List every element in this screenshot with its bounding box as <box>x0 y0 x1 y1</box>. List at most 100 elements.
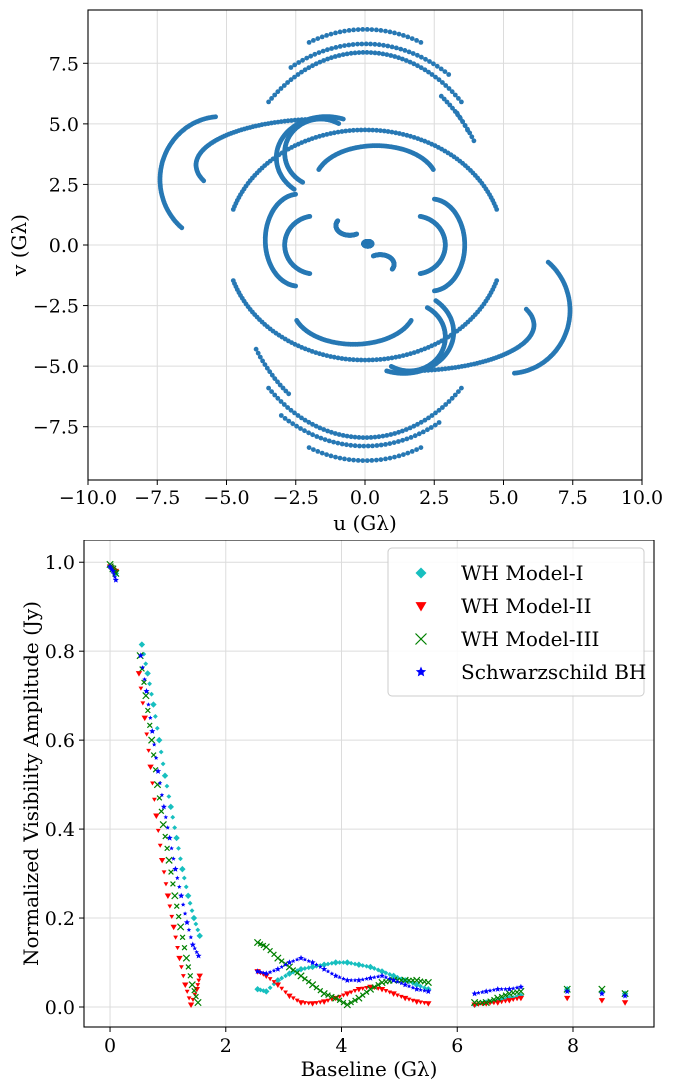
uv-point <box>337 29 343 35</box>
uv-point <box>358 357 364 363</box>
data-point <box>182 954 191 962</box>
uv-point <box>272 92 278 98</box>
uv-point <box>275 89 281 95</box>
data-point <box>503 999 508 1004</box>
uv-point <box>409 449 415 454</box>
x-tick-label: 7.5 <box>558 487 588 509</box>
uv-point <box>366 357 372 363</box>
data-point <box>185 964 192 970</box>
data-point <box>175 913 182 920</box>
uv-point <box>370 127 376 133</box>
data-point <box>564 988 571 994</box>
x-tick-label: 2 <box>220 1035 232 1057</box>
data-point <box>371 984 378 990</box>
data-point <box>413 986 420 992</box>
data-point <box>187 973 194 979</box>
data-point <box>257 941 264 947</box>
uv-point <box>362 357 368 363</box>
data-point <box>182 911 188 916</box>
data-point <box>302 966 308 971</box>
uv-point <box>352 50 358 56</box>
uv-point <box>230 207 236 212</box>
data-point <box>158 808 165 815</box>
data-point <box>621 1000 629 1006</box>
data-point <box>401 995 409 1002</box>
x-tick-label: −2.5 <box>273 487 319 509</box>
data-point <box>344 991 351 997</box>
uv-point <box>304 55 310 61</box>
uv-point <box>317 133 322 139</box>
data-point <box>263 970 270 977</box>
data-point <box>138 641 146 648</box>
uv-point <box>380 433 386 439</box>
uv-point <box>336 432 342 437</box>
uv-point <box>282 416 288 421</box>
x-tick-label: −5.0 <box>203 487 249 509</box>
x-axis-label: Baseline (Gλ) <box>301 1057 438 1081</box>
uv-point <box>331 439 336 445</box>
uv-point <box>291 186 297 192</box>
uv-point <box>431 61 436 67</box>
data-point <box>360 963 366 968</box>
data-point <box>297 965 305 973</box>
uv-point <box>393 354 399 360</box>
data-point <box>514 997 520 1002</box>
data-point <box>137 652 144 659</box>
legend-label: WH Model-I <box>461 561 584 585</box>
uv-point <box>360 27 366 32</box>
uv-point <box>392 54 398 59</box>
uv-point <box>374 357 379 363</box>
uv-point <box>376 42 382 48</box>
data-point <box>332 972 339 979</box>
uv-point <box>426 69 431 75</box>
uv-point <box>348 434 354 440</box>
data-point <box>325 961 331 967</box>
data-point <box>167 904 173 909</box>
uv-point <box>288 65 294 70</box>
data-point <box>155 768 162 774</box>
data-point <box>383 970 389 976</box>
legend-box <box>387 547 645 697</box>
data-point <box>155 828 161 833</box>
uv-point <box>411 135 417 140</box>
uv-point <box>292 62 298 68</box>
uv-point <box>266 99 271 105</box>
data-point <box>506 998 513 1004</box>
uv-point <box>355 27 361 32</box>
uv-point <box>457 115 463 121</box>
uv-point <box>436 77 442 83</box>
x-tick-label: 4 <box>335 1035 347 1057</box>
data-point <box>172 865 179 872</box>
data-point <box>363 989 370 995</box>
legend-marker <box>415 602 427 612</box>
data-point <box>344 977 351 983</box>
uv-point <box>374 27 379 33</box>
uv-point <box>449 395 455 401</box>
data-point <box>267 985 273 991</box>
uv-point <box>393 130 399 136</box>
uv-point <box>346 457 352 462</box>
uv-point <box>422 417 428 423</box>
uv-point <box>392 454 397 460</box>
y-tick-label: 7.5 <box>49 53 79 75</box>
uv-point <box>292 74 297 80</box>
data-point <box>159 792 165 797</box>
data-point <box>135 671 143 677</box>
data-point <box>160 761 166 767</box>
data-point <box>313 984 320 991</box>
uv-point <box>264 365 270 371</box>
data-point <box>317 987 324 994</box>
data-point <box>395 974 400 980</box>
data-point <box>279 975 285 981</box>
uv-point <box>352 434 358 440</box>
data-point <box>196 973 203 980</box>
data-point <box>146 722 153 729</box>
data-point <box>158 749 164 755</box>
data-point <box>355 977 362 983</box>
uv-point <box>269 372 275 378</box>
uv-point <box>344 433 350 439</box>
legend-marker <box>415 567 427 579</box>
data-point <box>487 998 493 1004</box>
data-point <box>175 946 180 951</box>
